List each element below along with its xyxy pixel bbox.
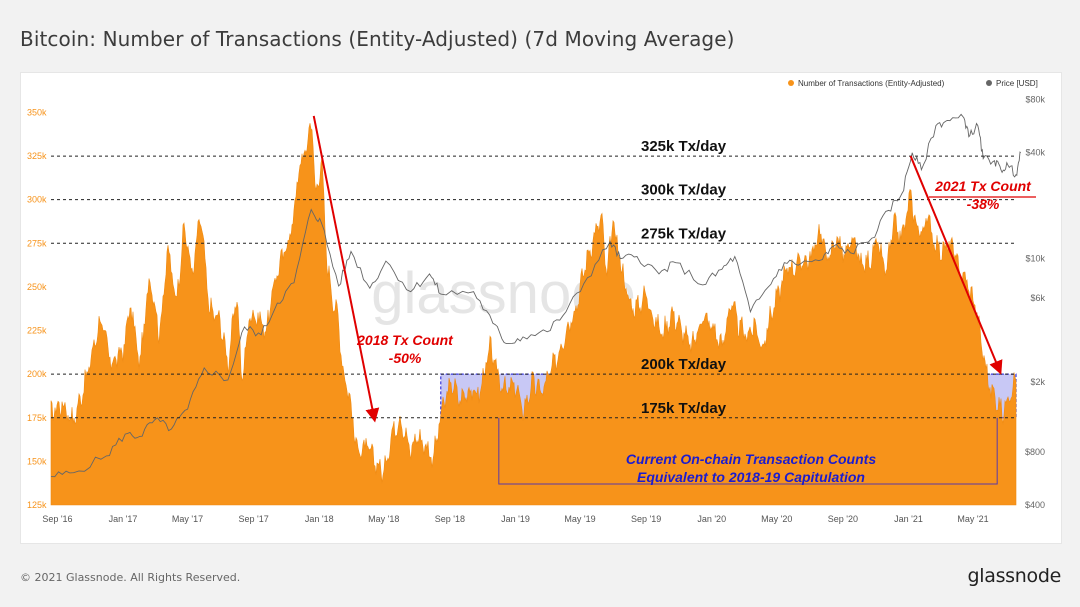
- annotations: 2018 Tx Count -50% 2021 Tx Count -38% Curren…: [312, 115, 1036, 485]
- legend-label-tx: Number of Transactions (Entity-Adjusted): [798, 79, 945, 88]
- y-right-tick-label: $2k: [1030, 377, 1045, 387]
- legend-swatch-tx: [788, 80, 794, 86]
- copyright-text: © 2021 Glassnode. All Rights Reserved.: [20, 571, 241, 584]
- drawdown-2018-label: 2018 Tx Count: [356, 332, 454, 348]
- y-left-tick-label: 250k: [27, 282, 47, 292]
- x-tick-label: Jan '21: [894, 514, 923, 524]
- tx-count-area: [50, 123, 1017, 506]
- x-tick-label: Sep '17: [239, 514, 269, 524]
- x-tick-label: May '17: [172, 514, 203, 524]
- x-tick-label: Sep '19: [631, 514, 661, 524]
- drawdown-2021-pct: -38%: [967, 196, 1000, 212]
- y-right-tick-label: $400: [1025, 500, 1045, 510]
- axes: 125k 150k 175k 200k 225k 250k 275k 300k 325k 350k…: [27, 95, 1045, 524]
- y-right-tick-label: $6k: [1030, 293, 1045, 303]
- threshold-label: 275k Tx/day: [641, 225, 727, 242]
- x-tick-label: Sep '16: [42, 514, 72, 524]
- y-left-tick-label: 275k: [27, 238, 47, 248]
- drawdown-2018-pct: -50%: [389, 350, 422, 366]
- x-tick-label: Jan '17: [109, 514, 138, 524]
- chart-panel: glassnode 325k Tx/day 300k Tx/day 275k Tx/…: [20, 72, 1062, 544]
- y-right-tick-label: $40k: [1025, 148, 1045, 158]
- y-left-tick-label: 300k: [27, 195, 47, 205]
- x-tick-label: May '18: [368, 514, 399, 524]
- drawdown-2018-arrow: [312, 115, 380, 423]
- legend: Number of Transactions (Entity-Adjusted)…: [788, 79, 1038, 88]
- y-left-tick-label: 350k: [27, 107, 47, 117]
- y-right-tick-label: $800: [1025, 447, 1045, 457]
- price-line: [50, 113, 1022, 478]
- x-tick-label: Jan '20: [697, 514, 726, 524]
- y-left-tick-label: 225k: [27, 326, 47, 336]
- x-tick-label: May '21: [957, 514, 988, 524]
- y-left-tick-label: 125k: [27, 500, 47, 510]
- drawdown-2021-label: 2021 Tx Count: [934, 178, 1032, 194]
- x-tick-label: Jan '18: [305, 514, 334, 524]
- drawdown-2021-arrow: [909, 155, 1003, 375]
- y-left-tick-label: 200k: [27, 369, 47, 379]
- y-left-tick-label: 150k: [27, 456, 47, 466]
- threshold-lines: 325k Tx/day 300k Tx/day 275k Tx/day 200k Tx…: [51, 138, 1016, 419]
- price-line-layer: [50, 113, 1022, 478]
- capitulation-note-line2: Equivalent to 2018-19 Capitulation: [637, 469, 865, 485]
- threshold-label: 200k Tx/day: [641, 356, 727, 373]
- capitulation-bracket: [498, 417, 998, 485]
- x-tick-label: May '19: [564, 514, 595, 524]
- x-tick-label: Sep '18: [435, 514, 465, 524]
- legend-label-price: Price [USD]: [996, 79, 1038, 88]
- x-tick-label: Jan '19: [501, 514, 530, 524]
- threshold-label: 325k Tx/day: [641, 138, 727, 155]
- x-tick-label: Sep '20: [828, 514, 858, 524]
- legend-swatch-price: [986, 80, 992, 86]
- y-left-tick-label: 175k: [27, 413, 47, 423]
- y-right-tick-label: $80k: [1025, 95, 1045, 105]
- page-title: Bitcoin: Number of Transactions (Entity-…: [20, 27, 735, 51]
- tx-count-area-layer: [50, 123, 1017, 506]
- brand-logo-text: glassnode: [967, 565, 1062, 587]
- threshold-label: 175k Tx/day: [641, 400, 727, 417]
- x-tick-label: May '20: [761, 514, 792, 524]
- y-right-tick-label: $10k: [1025, 254, 1045, 264]
- threshold-label: 300k Tx/day: [641, 182, 727, 199]
- capitulation-note-line1: Current On-chain Transaction Counts: [626, 451, 876, 467]
- y-left-tick-label: 325k: [27, 151, 47, 161]
